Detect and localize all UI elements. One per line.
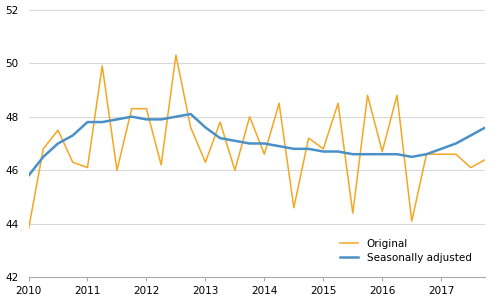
Seasonally adjusted [409,155,415,159]
Original [188,126,193,129]
Legend: Original, Seasonally adjusted: Original, Seasonally adjusted [335,234,476,267]
Original [276,101,282,105]
Seasonally adjusted [99,120,105,124]
Seasonally adjusted [158,117,164,121]
Seasonally adjusted [468,134,474,137]
Original [394,93,400,97]
Seasonally adjusted [291,147,297,151]
Seasonally adjusted [84,120,90,124]
Seasonally adjusted [350,153,356,156]
Seasonally adjusted [365,153,371,156]
Original [232,169,238,172]
Line: Original: Original [28,23,491,229]
Seasonally adjusted [438,147,444,151]
Original [202,160,208,164]
Original [143,107,149,111]
Original [55,128,61,132]
Seasonally adjusted [276,144,282,148]
Seasonally adjusted [70,134,76,137]
Original [305,136,311,140]
Original [424,153,430,156]
Original [468,166,474,169]
Original [173,53,179,57]
Original [483,158,489,161]
Original [129,107,135,111]
Seasonally adjusted [305,147,311,151]
Seasonally adjusted [394,153,400,156]
Seasonally adjusted [217,136,223,140]
Original [335,101,341,105]
Seasonally adjusted [453,142,459,145]
Seasonally adjusted [173,115,179,118]
Seasonally adjusted [129,115,135,118]
Original [217,120,223,124]
Original [453,153,459,156]
Seasonally adjusted [320,150,326,153]
Seasonally adjusted [202,126,208,129]
Original [158,163,164,167]
Seasonally adjusted [261,142,267,145]
Line: Seasonally adjusted: Seasonally adjusted [28,74,491,176]
Original [26,227,31,231]
Seasonally adjusted [232,139,238,143]
Seasonally adjusted [40,155,46,159]
Seasonally adjusted [483,126,489,129]
Original [114,169,120,172]
Seasonally adjusted [114,117,120,121]
Original [380,150,385,153]
Original [291,206,297,210]
Original [246,115,252,118]
Original [84,166,90,169]
Original [320,147,326,151]
Original [350,211,356,215]
Seasonally adjusted [246,142,252,145]
Seasonally adjusted [424,153,430,156]
Original [261,153,267,156]
Original [365,93,371,97]
Original [70,160,76,164]
Seasonally adjusted [26,174,31,178]
Seasonally adjusted [188,112,193,116]
Seasonally adjusted [335,150,341,153]
Original [409,219,415,223]
Original [99,64,105,68]
Seasonally adjusted [143,117,149,121]
Seasonally adjusted [55,142,61,145]
Seasonally adjusted [380,153,385,156]
Original [438,153,444,156]
Original [40,147,46,151]
